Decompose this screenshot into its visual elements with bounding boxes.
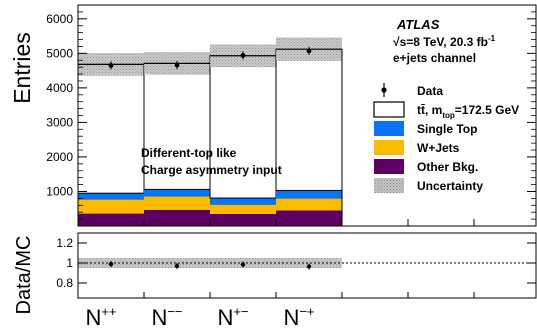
legend-uncertainty-swatch [374,178,404,193]
bar-w-jets-2 [210,204,276,214]
legend-wjets-label: W+Jets [417,141,460,155]
energy-prefix: √s=8 TeV, 20.3 fb [393,35,488,49]
legend-ttbar-swatch [373,101,405,118]
bar-other-bkg--0 [78,213,144,226]
main-plot: 1000 2000 3000 4000 5000 6000 [46,4,537,227]
legend-ttbar-sub: top [442,111,455,120]
x-label-base-0: N [85,305,101,330]
x-label-sup-3: −+ [299,304,314,319]
bar-w-jets-0 [78,199,144,214]
bar-single-top-0 [78,193,144,200]
x-label-1: N−− [151,304,182,330]
atlas-label: ATLAS [396,17,440,32]
legend-ttbar-tail: =172.5 GeV [455,103,519,117]
x-axis-labels: N++ N−− N+− N−+ [85,304,314,330]
bar-other-bkg--2 [210,213,276,226]
legend-uncertainty-label: Uncertainty [417,179,483,193]
legend-ttbar-label: tt̄, mtop=172.5 GeV [417,103,519,120]
ratio-point-2 [240,262,246,267]
inset-label-1: Different-top like [141,146,237,160]
energy-label: √s=8 TeV, 20.3 fb-1 [393,34,496,49]
ratio-point-3 [306,264,312,269]
legend-otherbkg-swatch [374,159,404,174]
main-ytick-label-3000: 3000 [46,115,73,129]
x-label-sup-1: −− [167,304,182,319]
main-ytick-label-5000: 5000 [46,46,73,60]
x-label-base-1: N [151,305,167,330]
x-label-base-3: N [283,305,299,330]
bar-single-top-3 [276,190,342,199]
x-label-sup-2: +− [233,304,248,319]
bar-single-top-1 [144,189,210,197]
data-point-3 [306,48,312,54]
bar-other-bkg--3 [276,210,342,226]
main-ytick-label-6000: 6000 [46,12,73,26]
bar-w-jets-1 [144,196,210,210]
legend-data-marker [381,83,387,97]
ratio-point-0 [108,261,114,267]
main-ytick-label-4000: 4000 [46,81,73,95]
bar-single-top-2 [210,198,276,205]
legend-otherbkg-label: Other Bkg. [417,160,478,174]
channel-label: e+jets channel [393,51,476,65]
bar-w-jets-3 [276,198,342,211]
legend: Data tt̄, mtop=172.5 GeV Single Top W+Je… [373,83,519,193]
x-label-2: N+− [217,304,248,330]
ratio-ylabel: Data/MC [13,236,35,315]
legend-data-label: Data [417,84,443,98]
ratio-ytick-label-1: 1 [66,256,73,270]
inset-label-2: Charge asymmetry input [141,163,282,177]
x-label-3: N−+ [283,304,314,330]
legend-singletop-swatch [374,121,404,136]
bar-tt-m-top-172-5-gev-3 [275,48,343,191]
data-point-1 [174,62,180,68]
ratio-frame [77,232,537,299]
main-ylabel: Entries [9,32,35,104]
main-ytick-label-1000: 1000 [46,184,73,198]
bar-tt-m-top-172-5-gev-2 [209,55,277,199]
bar-other-bkg--1 [144,209,210,226]
x-label-base-2: N [217,305,233,330]
legend-ttbar-main: tt̄, m [417,103,442,117]
ratio-band-3 [276,258,342,268]
data-point-0 [108,63,114,68]
data-point-2 [240,53,246,58]
x-label-sup-0: ++ [101,304,116,319]
ratio-plot: 0.8 1 1.2 [56,232,537,299]
legend-wjets-swatch [374,140,404,155]
legend-singletop-label: Single Top [417,122,477,136]
energy-sup: -1 [488,34,496,43]
ratio-point-1 [174,263,180,269]
bar-tt-m-top-172-5-gev-0 [77,63,145,194]
ratio-ytick-label-1-2: 1.2 [56,236,73,250]
bar-tt-m-top-172-5-gev-1 [143,62,211,190]
x-label-0: N++ [85,304,116,330]
main-ytick-label-2000: 2000 [46,150,73,164]
ratio-ytick-label-0-8: 0.8 [56,276,73,290]
